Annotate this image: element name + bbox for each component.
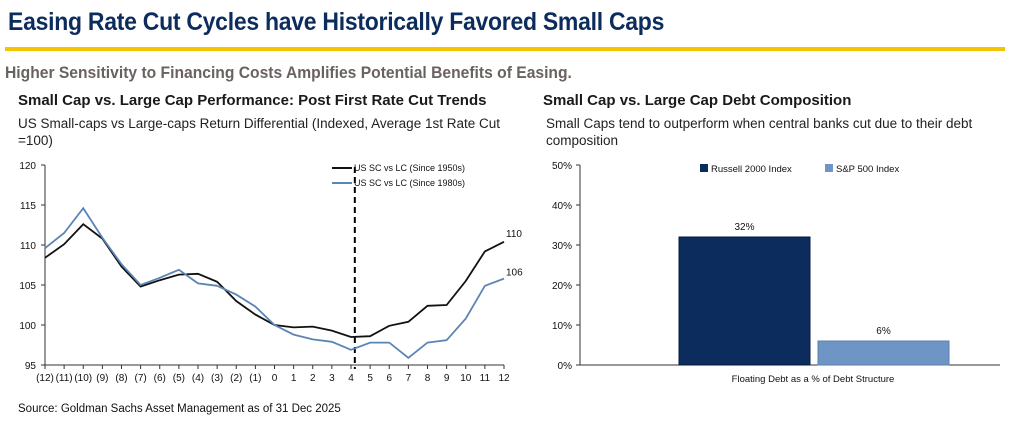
x-tick-label: (1) <box>249 373 261 384</box>
end-value-label: 110 <box>506 229 522 240</box>
x-tick-label: (4) <box>192 373 204 384</box>
bar-value-label: 32% <box>734 222 754 233</box>
line-chart-title: Small Cap vs. Large Cap Performance: Pos… <box>18 92 487 109</box>
x-tick-label: 11 <box>480 373 491 384</box>
x-tick-label: 10 <box>460 373 472 384</box>
series-line-1980s <box>44 206 505 359</box>
legend-label: Russell 2000 Index <box>711 164 792 175</box>
x-tick-label: (9) <box>96 373 108 384</box>
legend-swatch <box>825 164 833 172</box>
accent-rule <box>5 47 1005 51</box>
x-tick-label: 5 <box>367 373 373 384</box>
bar-chart-title: Small Cap vs. Large Cap Debt Composition <box>543 92 852 109</box>
y-tick-label: 0% <box>558 361 573 372</box>
bar-chart: 0% 10% 20% 30% 40% 50% 32% Russell 2000 Index 6%… <box>552 161 1000 385</box>
y-tick-label: 50% <box>552 161 572 172</box>
x-tick-label: 6 <box>386 373 392 384</box>
x-category-label: Floating Debt as a % of Debt Structure <box>732 374 895 385</box>
end-value-label: 106 <box>506 268 523 279</box>
bar-value-label: 6% <box>876 326 891 337</box>
y-tick-label: 40% <box>552 201 572 212</box>
y-tick-label: 30% <box>552 241 572 252</box>
series-line-1950s <box>44 222 505 338</box>
x-tick-label: (6) <box>154 373 166 384</box>
x-tick-label: (2) <box>230 373 242 384</box>
y-tick-label: 95 <box>25 361 37 372</box>
legend-label: S&P 500 Index <box>836 164 899 175</box>
x-tick-label: 7 <box>406 373 412 384</box>
legend-swatch <box>700 164 708 172</box>
x-tick-label: (3) <box>211 373 223 384</box>
y-tick-label: 100 <box>19 321 36 332</box>
x-tick-label: 1 <box>291 373 297 384</box>
page-title: Easing Rate Cut Cycles have Historically… <box>8 8 665 36</box>
x-tick-label: 2 <box>310 373 316 384</box>
y-tick-label: 120 <box>19 161 36 172</box>
x-tick-label: 12 <box>498 373 510 384</box>
y-tick-label: 105 <box>19 281 36 292</box>
x-tick-label: (8) <box>115 373 127 384</box>
line-chart-subtitle: US Small-caps vs Large-caps Return Diffe… <box>18 116 500 148</box>
x-tick-label: (5) <box>173 373 185 384</box>
x-tick-label: (11) <box>56 373 73 384</box>
y-tick-label: 115 <box>20 201 36 212</box>
source-note: Source: Goldman Sachs Asset Management a… <box>18 403 341 415</box>
x-tick-label: 9 <box>444 373 450 384</box>
legend-label: US SC vs LC (Since 1950s) <box>354 163 465 173</box>
bar-sp500 <box>817 340 950 366</box>
x-tick-label: 0 <box>272 373 278 384</box>
y-tick-label: 10% <box>552 321 572 332</box>
legend-label: US SC vs LC (Since 1980s) <box>354 178 465 188</box>
y-tick-label: 20% <box>552 281 572 292</box>
x-tick-label: 4 <box>348 373 354 384</box>
x-tick-label: (7) <box>135 373 147 384</box>
y-tick-label: 110 <box>20 241 36 252</box>
x-tick-label: 3 <box>329 373 335 384</box>
bar-chart-subtitle: Small Caps tend to outperform when centr… <box>546 116 973 148</box>
page-subtitle: Higher Sensitivity to Financing Costs Am… <box>5 63 572 82</box>
bar-russell2000 <box>678 236 811 366</box>
x-tick-label: (12) <box>36 373 54 384</box>
x-tick-label: (10) <box>74 373 92 384</box>
x-tick-label: 8 <box>425 373 431 384</box>
